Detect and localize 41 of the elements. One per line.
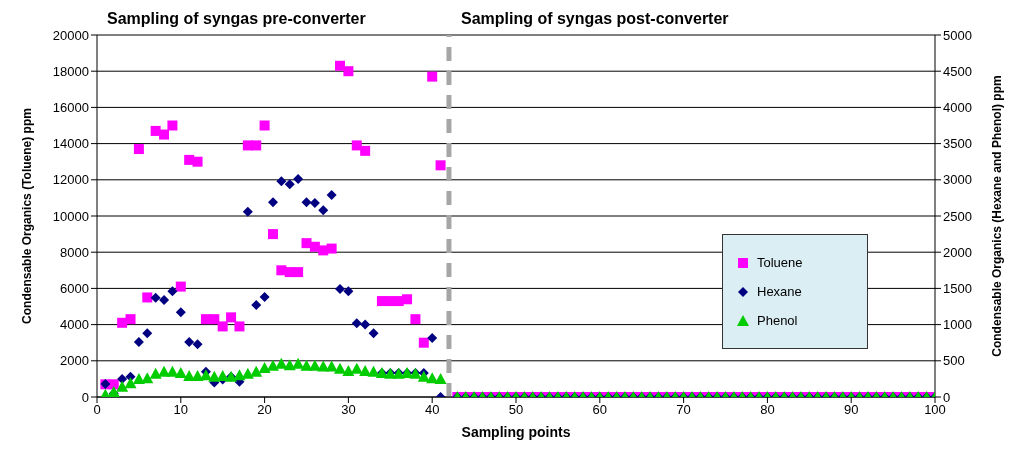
y2-tick-label: 500 [943,353,965,369]
y-tick-label: 12000 [52,172,89,188]
y-tick-label: 20000 [52,27,89,43]
y2-tick-label: 1000 [943,317,972,333]
x-tick-label: 50 [508,402,524,418]
y-axis-title: Condensable Organics (Toluene) ppm [20,108,34,324]
legend-label: Toluene [757,255,803,270]
x-tick-label: 100 [924,402,946,418]
y-tick-label: 6000 [60,281,89,297]
x-tick-label: 10 [173,402,189,418]
y-tick-label: 16000 [52,100,89,116]
y2-tick-label: 1500 [943,281,972,297]
x-tick-label: 40 [424,402,440,418]
y-tick-label: 14000 [52,136,89,152]
text: Sampling of syngas post-converter [460,10,729,28]
y2-tick-label: 3000 [943,172,972,188]
x-tick-label: 30 [341,402,356,418]
y2-tick-label: 4000 [943,100,972,116]
y2-tick-label: 2000 [943,244,972,260]
y2-axis-title: Condensable Organics (Hexane and Phenol) ppm [990,75,1004,357]
y-tick-label: 4000 [60,317,89,333]
y-tick-label: 0 [81,389,89,405]
x-tick-label: 20 [257,402,272,418]
x-tick-label: 80 [760,402,775,418]
legend-label: Hexane [757,284,802,299]
text: Sampling of syngas pre-converter [107,10,366,28]
x-tick-label: 60 [592,402,608,418]
y2-tick-label: 0 [943,389,951,405]
y2-tick-label: 4500 [943,63,972,79]
y2-tick-label: 5000 [943,27,972,43]
x-tick-label: 0 [93,402,101,418]
y-tick-label: 2000 [60,353,89,369]
x-tick-label: 70 [676,402,691,418]
y2-tick-label: 3500 [943,136,972,152]
x-axis-title: Sampling points [461,424,571,440]
legend-label: Phenol [757,313,798,328]
y2-tick-label: 2500 [943,208,972,224]
y-tick-label: 8000 [60,244,89,260]
x-tick-label: 90 [843,402,859,418]
y-tick-label: 10000 [52,208,89,224]
y-tick-label: 18000 [52,63,89,79]
